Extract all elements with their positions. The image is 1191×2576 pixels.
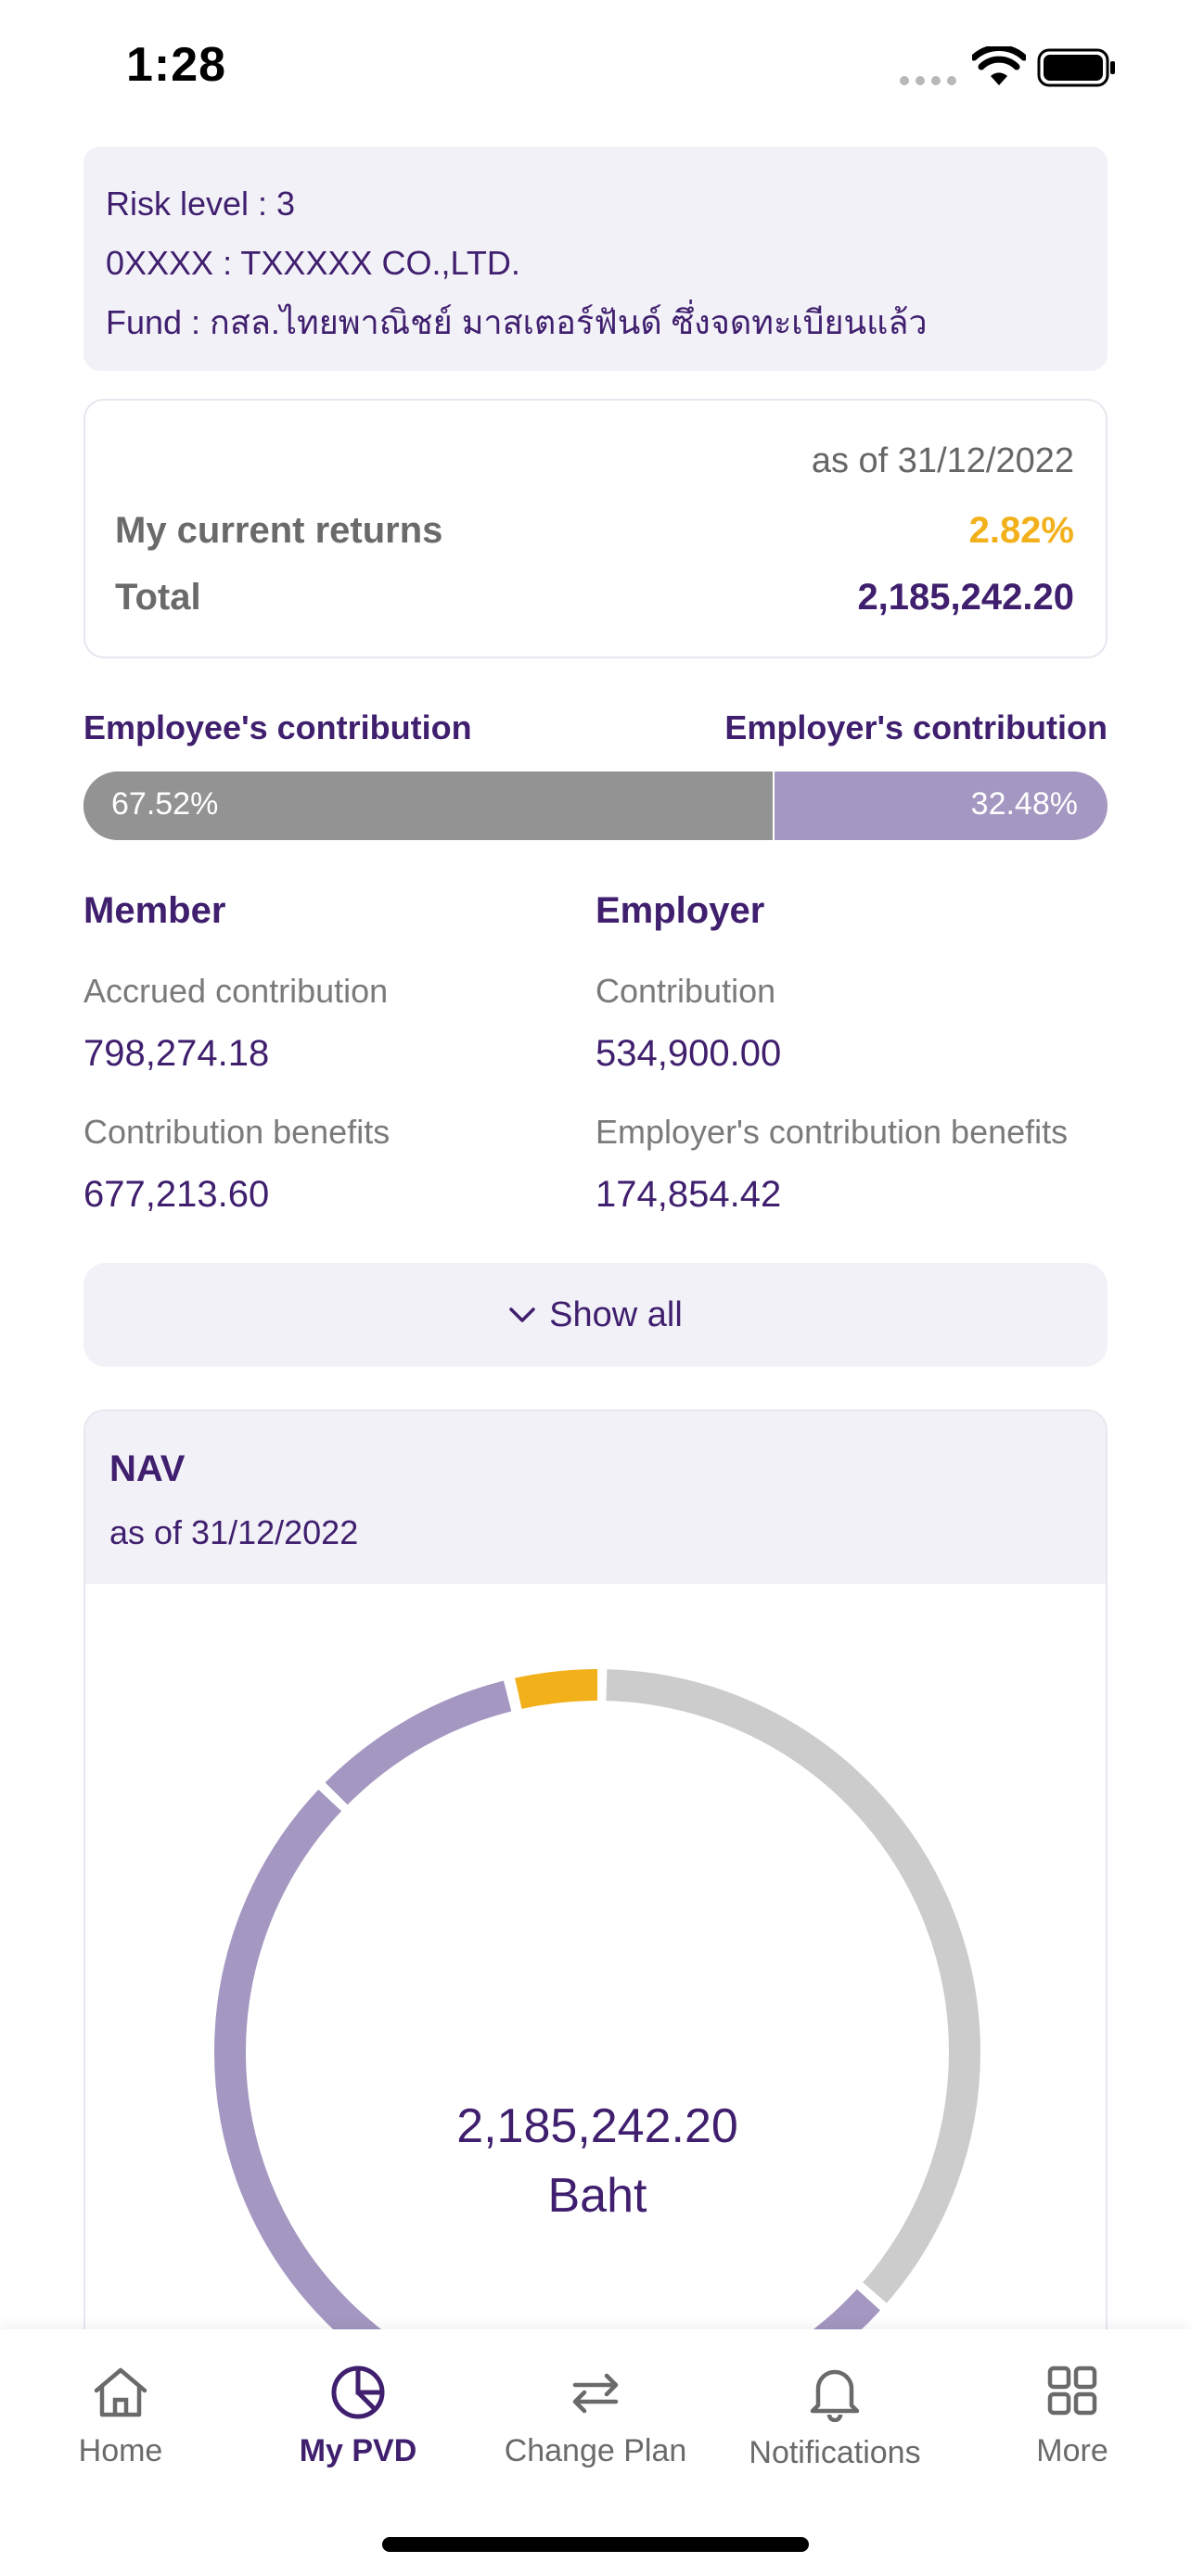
- employer-contribution-label: Employer's contribution: [724, 708, 1108, 746]
- grid-icon: [1047, 2366, 1097, 2416]
- employee-contribution-segment: [83, 772, 775, 840]
- member-title: Member: [83, 890, 226, 931]
- battery-icon: [1037, 48, 1115, 87]
- nav-title: NAV: [109, 1448, 186, 1489]
- tab-my-pvd-label: My PVD: [299, 2433, 417, 2468]
- tab-change-plan[interactable]: Change Plan: [477, 2348, 714, 2496]
- cellular-signal-icon: [900, 76, 957, 85]
- bell-icon: [810, 2369, 860, 2422]
- tab-more[interactable]: More: [954, 2348, 1191, 2496]
- tab-bar: Home My PVD Change Plan Notifications Mo…: [0, 2329, 1191, 2576]
- returns-as-of-date: as of 31/12/2022: [811, 441, 1074, 480]
- donut-segment-yellow: [214, 1669, 980, 2435]
- employer-title: Employer: [596, 890, 765, 931]
- employer-benefits-label: Employer's contribution benefits: [596, 1113, 1069, 1151]
- scroll-content[interactable]: Risk level : 3 0XXXX : TXXXXX CO.,LTD. F…: [83, 0, 1108, 2576]
- nav-unit: Baht: [547, 2169, 647, 2223]
- donut-segment-gray: [214, 1669, 980, 2435]
- tab-notifications-label: Notifications: [749, 2435, 921, 2470]
- total-value: 2,185,242.20: [857, 577, 1074, 618]
- company-name: 0XXXX : TXXXXX CO.,LTD.: [106, 244, 520, 282]
- accrued-contribution-value: 798,274.18: [83, 1033, 270, 1074]
- employer-percent: 32.48%: [970, 786, 1078, 822]
- tab-change-plan-label: Change Plan: [504, 2433, 687, 2468]
- swap-arrows-icon: [572, 2373, 619, 2414]
- status-bar: 1:28: [0, 0, 1191, 139]
- employer-contribution-amount-value: 534,900.00: [596, 1033, 782, 1074]
- show-all-label: Show all: [549, 1294, 683, 1334]
- employee-percent: 67.52%: [111, 786, 219, 822]
- tab-home[interactable]: Home: [2, 2348, 239, 2496]
- current-returns-value: 2.82%: [968, 510, 1074, 551]
- total-label: Total: [115, 577, 201, 618]
- contribution-split-bar: 67.52% 32.48%: [83, 772, 1108, 840]
- nav-as-of-date: as of 31/12/2022: [109, 1513, 359, 1551]
- employee-contribution-label: Employee's contribution: [83, 708, 472, 746]
- tab-my-pvd[interactable]: My PVD: [239, 2348, 477, 2496]
- tab-notifications[interactable]: Notifications: [716, 2348, 954, 2496]
- accrued-contribution-label: Accrued contribution: [83, 972, 389, 1010]
- current-returns-label: My current returns: [115, 510, 443, 551]
- wifi-icon: [972, 46, 1026, 85]
- risk-level: Risk level : 3: [106, 185, 296, 223]
- status-time: 1:28: [126, 38, 227, 92]
- chevron-down-icon: [509, 1307, 535, 1322]
- employer-benefits-value: 174,854.42: [596, 1174, 782, 1215]
- home-icon: [94, 2367, 147, 2417]
- fund-info-card: Risk level : 3 0XXXX : TXXXXX CO.,LTD. F…: [83, 147, 1108, 371]
- nav-total-value: 2,185,242.20: [456, 2099, 738, 2153]
- nav-header: NAV as of 31/12/2022: [85, 1411, 1106, 1584]
- employer-contribution-amount-label: Contribution: [596, 972, 776, 1010]
- contribution-benefits-label: Contribution benefits: [83, 1113, 391, 1151]
- returns-card: as of 31/12/2022 My current returns 2.82…: [83, 399, 1108, 658]
- tab-more-label: More: [1036, 2433, 1108, 2468]
- show-all-button[interactable]: Show all: [83, 1263, 1108, 1367]
- pie-chart-icon: [331, 2366, 385, 2419]
- contribution-benefits-value: 677,213.60: [83, 1174, 270, 1215]
- fund-name: Fund : กสล.ไทยพาณิชย์ มาสเตอร์ฟันด์ ซึ่ง…: [106, 303, 928, 341]
- home-indicator: [382, 2537, 809, 2552]
- tab-home-label: Home: [78, 2433, 163, 2468]
